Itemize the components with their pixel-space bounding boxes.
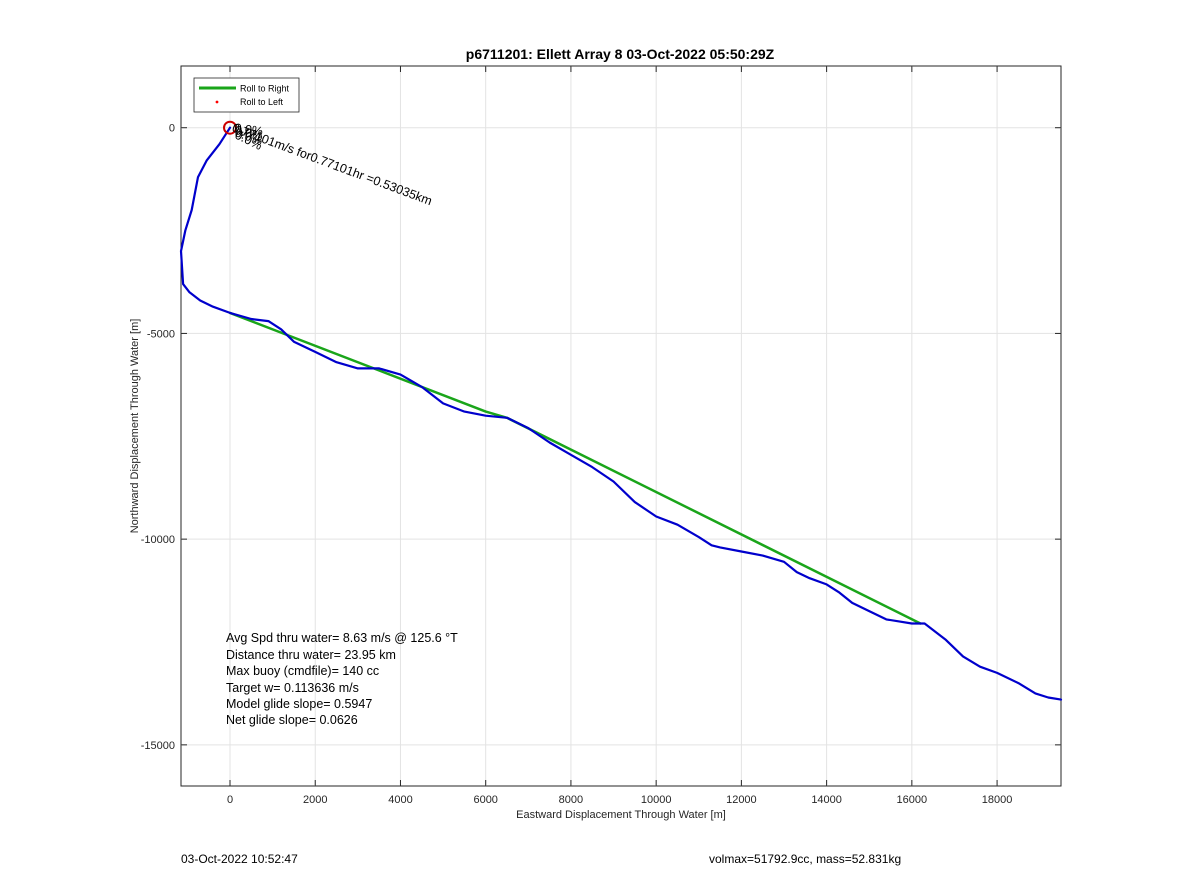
x-tick-label: 0	[227, 794, 233, 806]
x-axis-label: Eastward Displacement Through Water [m]	[516, 809, 726, 821]
overlap-label: 0.0%	[233, 123, 264, 143]
y-tick-label: 0	[169, 123, 175, 135]
chart-title: p6711201: Ellett Array 8 03-Oct-2022 05:…	[466, 46, 775, 62]
grid-lines	[181, 66, 1061, 786]
overlap-labels: 0.0%0.0%0.0%0.0%	[233, 121, 265, 153]
series-line-roll-right	[228, 311, 922, 625]
x-tick-label: 14000	[811, 794, 842, 806]
stat-target-w: Target w= 0.113636 m/s	[226, 681, 359, 695]
start-marker-group	[223, 120, 238, 135]
x-tick-label: 8000	[559, 794, 583, 806]
overlap-label: 0.0%	[234, 121, 264, 139]
legend-box	[193, 77, 300, 113]
x-tick-label: 18000	[982, 794, 1013, 806]
footer-mass-info: volmax=51792.9cc, mass=52.831kg	[709, 852, 902, 866]
x-tick-label: 16000	[897, 794, 928, 806]
y-axis-label: Northward Displacement Through Water [m]	[129, 319, 141, 534]
start-marker	[223, 120, 238, 135]
legend-label-roll-right: Roll to Right	[240, 84, 290, 94]
stat-avg-speed: Avg Spd thru water= 8.63 m/s @ 125.6 °T	[226, 631, 458, 645]
x-tick-label: 4000	[388, 794, 412, 806]
y-tick-label: -5000	[147, 328, 175, 340]
legend-swatch-roll-left	[215, 100, 219, 104]
series-line-track	[179, 126, 1063, 701]
stat-max-buoy: Max buoy (cmdfile)= 140 cc	[226, 664, 379, 678]
stat-net-glide-slope: Net glide slope= 0.0626	[226, 713, 358, 727]
x-tick-label: 10000	[641, 794, 672, 806]
stat-distance: Distance thru water= 23.95 km	[226, 648, 396, 662]
legend-label-roll-left: Roll to Left	[240, 97, 284, 107]
plot-area	[180, 65, 1062, 787]
stat-model-glide-slope: Model glide slope= 0.5947	[226, 697, 372, 711]
x-tick-label: 6000	[473, 794, 497, 806]
y-tick-label: -10000	[141, 534, 175, 546]
x-tick-label: 12000	[726, 794, 757, 806]
series-group	[179, 126, 1063, 701]
x-axis-ticks: 0 2000 4000 6000 8000 10000 12000 14000 16000 180…	[227, 66, 1012, 806]
legend: Roll to Right Roll to Left	[193, 77, 300, 113]
stats-block: Avg Spd thru water= 8.63 m/s @ 125.6 °T …	[226, 631, 458, 727]
footer-timestamp: 03-Oct-2022 10:52:47	[181, 852, 298, 866]
x-tick-label: 2000	[303, 794, 327, 806]
y-tick-label: -15000	[141, 740, 175, 752]
y-axis-ticks: -15000 -10000 -5000 0	[141, 123, 1061, 752]
